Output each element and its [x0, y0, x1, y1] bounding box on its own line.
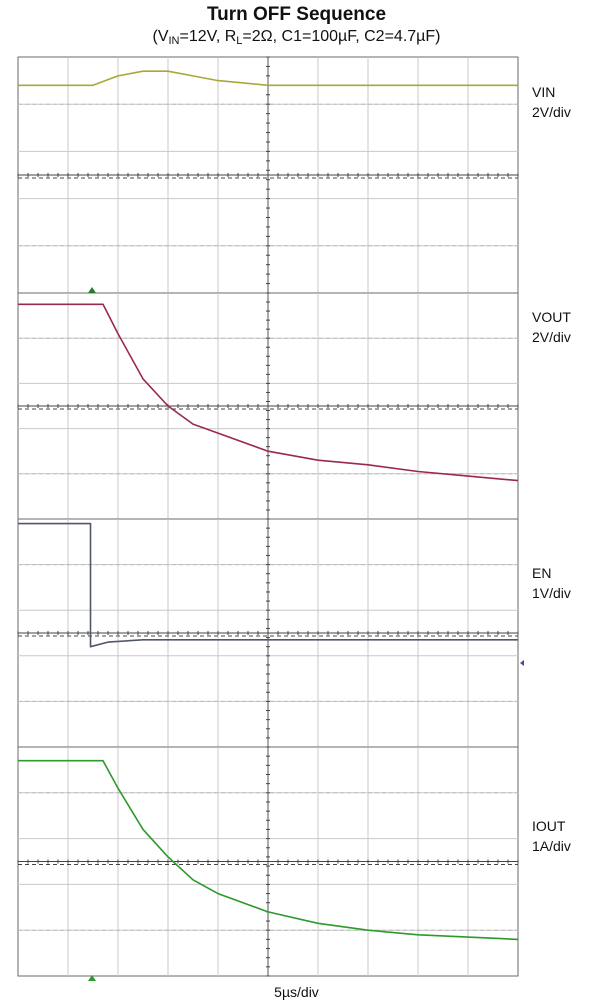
- subtitle-rl-sub: L: [236, 35, 243, 47]
- trigger-marker-top: [88, 287, 96, 293]
- chart-subtitle: (VIN=12V, RL=2Ω, C1=100µF, C2=4.7µF): [0, 28, 593, 47]
- iout-name: IOUT: [532, 818, 566, 834]
- trigger-marker-bottom: [88, 975, 96, 981]
- iout-scale: 1A/div: [532, 838, 571, 854]
- x-axis-label: 5µs/div: [274, 984, 319, 1000]
- en-scale: 1V/div: [532, 585, 571, 601]
- en-name: EN: [532, 565, 552, 581]
- subtitle-open: (: [152, 28, 158, 45]
- level-marker: [520, 660, 524, 666]
- subtitle-vin-sub: IN: [168, 35, 180, 47]
- vout-label: VOUT 2V/div: [532, 307, 571, 347]
- trace-en: [18, 522, 518, 648]
- subtitle-rest: =2Ω, C1=100µF, C2=4.7µF): [242, 28, 441, 45]
- chart-title: Turn OFF Sequence: [206, 4, 387, 25]
- subtitle-vin-value: =12V, R: [179, 28, 237, 45]
- vin-scale: 2V/div: [532, 104, 571, 120]
- subtitle-vin-label: V: [157, 28, 169, 45]
- vin-label: VIN 2V/div: [532, 82, 571, 122]
- trace-iout: [18, 759, 519, 941]
- trace-vout: [18, 303, 519, 482]
- vin-name: VIN: [532, 84, 556, 100]
- iout-label: IOUT 1A/div: [532, 816, 571, 856]
- vout-name: VOUT: [532, 309, 571, 325]
- trace-vin: [18, 70, 518, 87]
- en-label: EN 1V/div: [532, 563, 571, 603]
- vout-scale: 2V/div: [532, 329, 571, 345]
